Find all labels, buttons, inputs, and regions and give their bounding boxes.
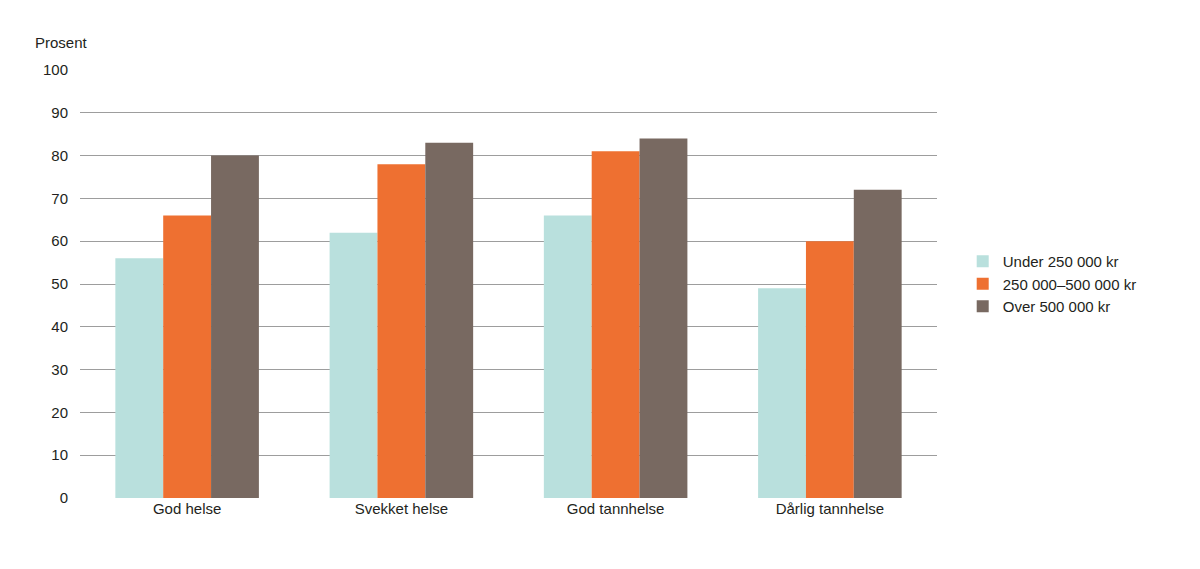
svg-text:Under 250 000 kr: Under 250 000 kr	[1003, 253, 1119, 270]
svg-text:10: 10	[51, 446, 68, 463]
svg-text:50: 50	[51, 275, 68, 292]
svg-text:Svekket helse: Svekket helse	[355, 500, 448, 517]
svg-text:Dårlig tannhelse: Dårlig tannhelse	[776, 500, 884, 517]
svg-text:100: 100	[43, 61, 68, 78]
svg-text:20: 20	[51, 404, 68, 421]
svg-text:Over 500 000 kr: Over 500 000 kr	[1003, 298, 1111, 315]
svg-text:60: 60	[51, 232, 68, 249]
svg-text:80: 80	[51, 147, 68, 164]
svg-text:30: 30	[51, 361, 68, 378]
svg-text:250 000–500 000 kr: 250 000–500 000 kr	[1003, 276, 1136, 293]
svg-text:Prosent: Prosent	[35, 34, 88, 51]
svg-text:God tannhelse: God tannhelse	[567, 500, 665, 517]
svg-text:40: 40	[51, 318, 68, 335]
svg-text:70: 70	[51, 190, 68, 207]
svg-text:God helse: God helse	[153, 500, 221, 517]
svg-text:0: 0	[60, 489, 68, 506]
svg-text:90: 90	[51, 104, 68, 121]
